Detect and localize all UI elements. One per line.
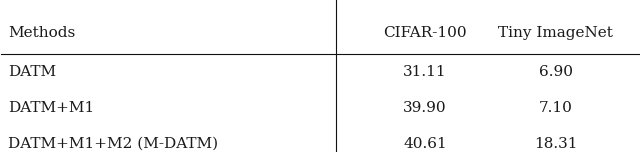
Text: CIFAR-100: CIFAR-100: [383, 26, 467, 40]
Text: 31.11: 31.11: [403, 66, 447, 79]
Text: 39.90: 39.90: [403, 101, 447, 115]
Text: Methods: Methods: [8, 26, 75, 40]
Text: DATM+M1+M2 (M-DATM): DATM+M1+M2 (M-DATM): [8, 137, 218, 151]
Text: 7.10: 7.10: [539, 101, 573, 115]
Text: 6.90: 6.90: [539, 66, 573, 79]
Text: 18.31: 18.31: [534, 137, 577, 151]
Text: 40.61: 40.61: [403, 137, 447, 151]
Text: DATM: DATM: [8, 66, 56, 79]
Text: Tiny ImageNet: Tiny ImageNet: [499, 26, 613, 40]
Text: DATM+M1: DATM+M1: [8, 101, 94, 115]
